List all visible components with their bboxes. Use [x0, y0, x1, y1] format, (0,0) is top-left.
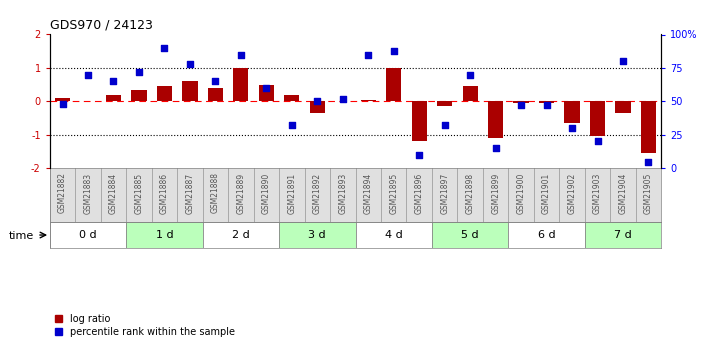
Point — [337, 96, 348, 101]
Bar — [208, 88, 223, 101]
Bar — [127, 221, 203, 248]
Bar — [356, 221, 432, 248]
Point — [617, 58, 629, 64]
Point — [82, 72, 94, 77]
Text: GSM21888: GSM21888 — [211, 172, 220, 214]
Text: GSM21883: GSM21883 — [83, 172, 92, 214]
Bar — [310, 101, 325, 113]
Text: GSM21895: GSM21895 — [389, 172, 398, 214]
Bar — [233, 68, 249, 101]
Text: GSM21901: GSM21901 — [542, 172, 551, 214]
Point — [490, 145, 501, 151]
Text: time: time — [9, 231, 34, 241]
Point — [464, 72, 476, 77]
Bar — [50, 221, 127, 248]
Point — [567, 125, 578, 131]
Text: 4 d: 4 d — [385, 230, 402, 240]
Bar — [203, 221, 279, 248]
Text: 5 d: 5 d — [461, 230, 479, 240]
Point — [311, 99, 323, 104]
Bar — [432, 221, 508, 248]
Bar — [132, 90, 146, 101]
Bar — [616, 101, 631, 113]
Bar — [539, 101, 555, 103]
Text: GSM21902: GSM21902 — [567, 172, 577, 214]
Text: GSM21897: GSM21897 — [440, 172, 449, 214]
Bar — [279, 221, 356, 248]
Bar — [590, 101, 605, 136]
Bar — [182, 81, 198, 101]
Text: GSM21905: GSM21905 — [644, 172, 653, 214]
Text: GSM21891: GSM21891 — [287, 172, 296, 214]
Point — [108, 79, 119, 84]
Text: 0 d: 0 d — [79, 230, 97, 240]
Text: 2 d: 2 d — [232, 230, 250, 240]
Bar — [157, 86, 172, 101]
Bar — [437, 101, 452, 106]
Text: GSM21900: GSM21900 — [517, 172, 525, 214]
Text: GSM21887: GSM21887 — [186, 172, 194, 214]
Bar — [55, 98, 70, 101]
Point — [363, 52, 374, 57]
Point — [541, 102, 552, 108]
Point — [57, 101, 68, 107]
Bar — [386, 68, 402, 101]
Bar — [508, 221, 585, 248]
Point — [439, 123, 450, 128]
Text: GSM21889: GSM21889 — [236, 172, 245, 214]
Point — [159, 45, 170, 51]
Point — [515, 102, 527, 108]
Text: GSM21885: GSM21885 — [134, 172, 144, 214]
Text: GSM21899: GSM21899 — [491, 172, 500, 214]
Bar — [488, 101, 503, 138]
Bar — [259, 85, 274, 101]
Text: GSM21898: GSM21898 — [466, 172, 475, 214]
Text: GSM21882: GSM21882 — [58, 172, 67, 214]
Text: 7 d: 7 d — [614, 230, 632, 240]
Text: GSM21896: GSM21896 — [415, 172, 424, 214]
Bar — [641, 101, 656, 153]
Bar — [360, 100, 376, 101]
Text: GSM21903: GSM21903 — [593, 172, 602, 214]
Point — [414, 152, 425, 158]
Text: GSM21904: GSM21904 — [619, 172, 628, 214]
Point — [643, 159, 654, 164]
Point — [261, 85, 272, 91]
Point — [210, 79, 221, 84]
Bar — [513, 101, 529, 103]
Text: GSM21886: GSM21886 — [160, 172, 169, 214]
Bar — [284, 95, 299, 101]
Legend: log ratio, percentile rank within the sample: log ratio, percentile rank within the sa… — [55, 314, 235, 337]
Text: 1 d: 1 d — [156, 230, 173, 240]
Text: GSM21892: GSM21892 — [313, 172, 322, 214]
Point — [592, 139, 603, 144]
Bar — [585, 221, 661, 248]
Bar — [463, 86, 478, 101]
Text: 6 d: 6 d — [538, 230, 555, 240]
Text: GSM21890: GSM21890 — [262, 172, 271, 214]
Text: GSM21894: GSM21894 — [364, 172, 373, 214]
Text: GDS970 / 24123: GDS970 / 24123 — [50, 19, 153, 32]
Point — [184, 61, 196, 67]
Bar — [106, 95, 121, 101]
Point — [235, 52, 247, 57]
Bar — [565, 101, 579, 123]
Point — [286, 123, 297, 128]
Text: 3 d: 3 d — [309, 230, 326, 240]
Point — [388, 48, 400, 53]
Text: GSM21884: GSM21884 — [109, 172, 118, 214]
Text: GSM21893: GSM21893 — [338, 172, 347, 214]
Bar — [412, 101, 427, 141]
Point — [133, 69, 144, 75]
